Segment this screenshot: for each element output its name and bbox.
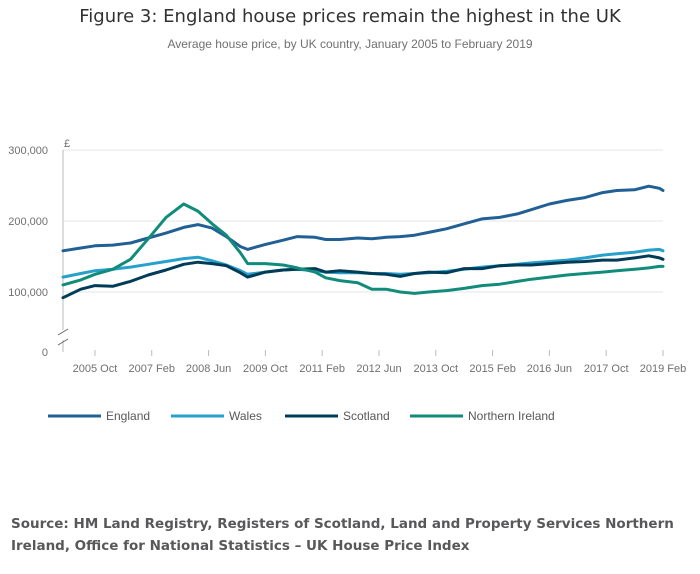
x-tick-label: 2011 Feb xyxy=(299,363,345,375)
y-tick-label: 100,000 xyxy=(8,287,48,299)
legend-label: Northern Ireland xyxy=(468,409,555,423)
y-tick-label: 200,000 xyxy=(8,216,48,228)
x-tick-label: 2015 Feb xyxy=(469,363,515,375)
axis-break-mark xyxy=(57,328,69,336)
legend-label: England xyxy=(106,409,150,423)
y-axis-label: £ xyxy=(64,138,70,150)
x-tick-label: 2007 Feb xyxy=(129,363,175,375)
source-note: Source: HM Land Registry, Registers of S… xyxy=(11,516,674,554)
x-tick-label: 2005 Oct xyxy=(73,363,118,375)
chart-title: Figure 3: England house prices remain th… xyxy=(79,6,621,27)
x-tick-label: 2009 Oct xyxy=(243,363,288,375)
x-tick-label: 2016 Jun xyxy=(527,363,572,375)
x-tick-label: 2017 Oct xyxy=(584,363,629,375)
x-tick-label: 2013 Oct xyxy=(413,363,458,375)
y-tick-label: 0 xyxy=(42,347,48,359)
series-line-scotland xyxy=(61,254,665,300)
axis-break-mark xyxy=(57,338,69,346)
chart-subtitle: Average house price, by UK country, Janu… xyxy=(167,37,533,51)
x-tick-label: 2019 Feb xyxy=(640,363,686,375)
axes: 0 100,000 200,000 300,000 £2005 Oct 2007 Feb 2… xyxy=(8,138,686,375)
x-tick-label: 2008 Jun xyxy=(186,363,231,375)
legend-label: Wales xyxy=(229,409,262,423)
y-tick-label: 300,000 xyxy=(8,145,48,157)
legend-label: Scotland xyxy=(343,409,390,423)
series-line-northern-ireland xyxy=(61,202,665,295)
gridlines xyxy=(63,149,663,293)
legend: England Wales Scotland Northern Ireland xyxy=(48,409,555,423)
series-lines xyxy=(61,184,665,300)
x-tick-label: 2012 Jun xyxy=(356,363,401,375)
series-line-england xyxy=(61,184,665,253)
